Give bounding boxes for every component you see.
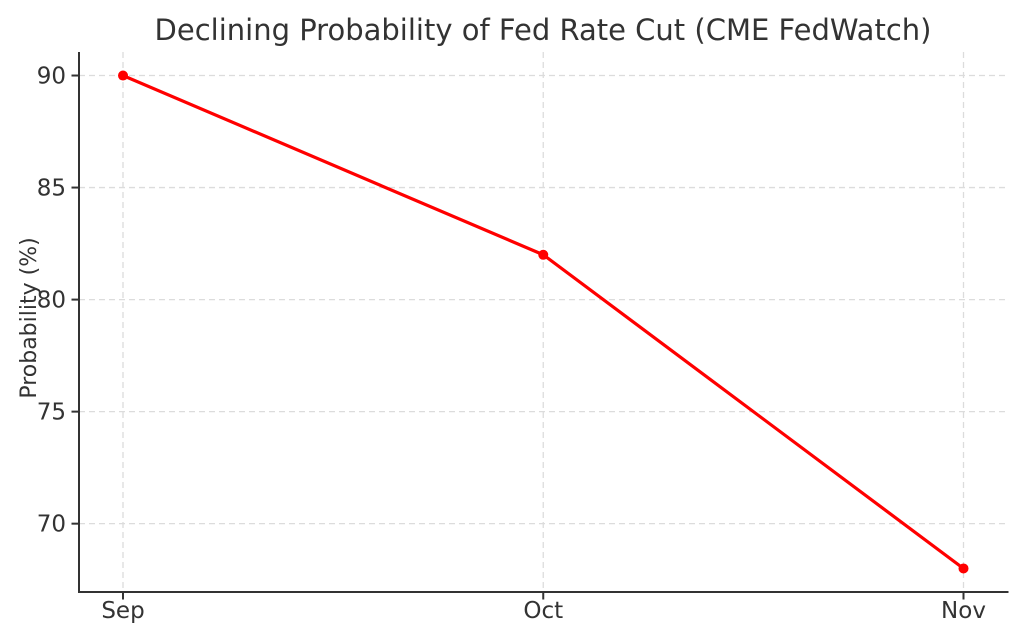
data-point-marker — [118, 70, 128, 81]
data-series-layer — [118, 70, 969, 574]
y-tick-label: 80 — [37, 288, 66, 314]
y-axis-label: Probability (%) — [17, 237, 42, 398]
grid-layer — [79, 52, 1008, 592]
axis-layer: 70 75 80 85 90 Sep Oct Nov — [37, 52, 1009, 624]
x-tick-label: Sep — [101, 598, 144, 624]
x-tick-label: Nov — [941, 598, 986, 624]
chart-title: Declining Probability of Fed Rate Cut (C… — [155, 13, 932, 47]
x-tick-label: Oct — [523, 598, 563, 624]
data-point-marker — [538, 249, 549, 260]
y-tick-label: 70 — [37, 512, 66, 538]
y-tick-label: 90 — [37, 64, 66, 90]
y-tick-label: 75 — [37, 400, 66, 426]
data-point-marker — [958, 563, 969, 574]
y-tick-label: 85 — [37, 176, 66, 202]
